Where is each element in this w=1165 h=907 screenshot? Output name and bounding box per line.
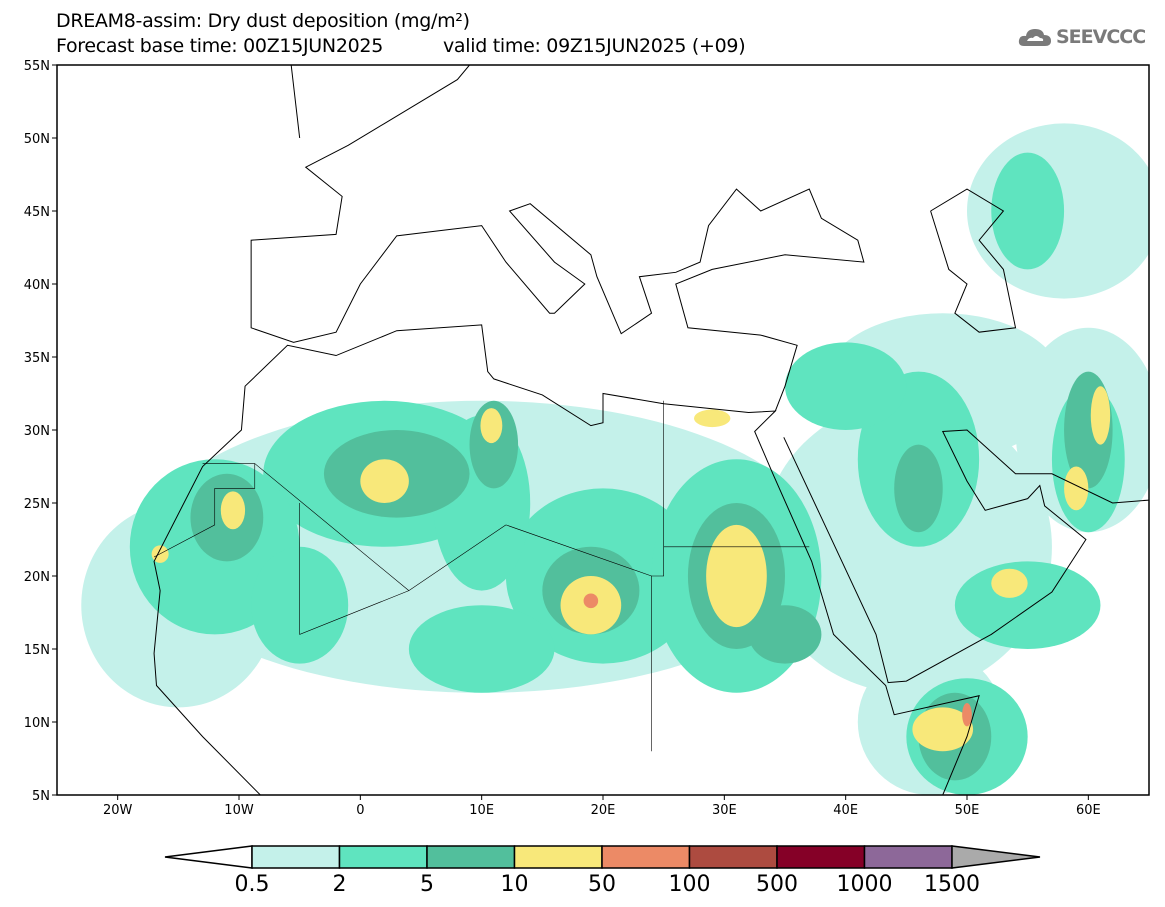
dust-region-level-2 — [954, 561, 1101, 649]
lat-label: 40N — [24, 278, 50, 293]
lat-label: 45N — [24, 205, 50, 220]
colorbar-box — [601, 845, 691, 869]
dust-region-level-4 — [1064, 466, 1089, 511]
time-info: Forecast base time: 00Z15JUN2025 valid ti… — [56, 35, 746, 57]
dust-region-level-4 — [991, 568, 1028, 598]
dust-region-level-5 — [962, 703, 972, 727]
colorbar-over-arrow — [951, 845, 1041, 869]
base-time: Forecast base time: 00Z15JUN2025 — [56, 35, 383, 57]
dust-region-level-2 — [991, 152, 1065, 270]
dust-region-level-2 — [785, 342, 907, 431]
colorbar-box — [776, 845, 866, 869]
colorbar-box — [338, 845, 428, 869]
logo-text: SEEVCCC — [1056, 26, 1146, 48]
lat-label: 55N — [24, 59, 50, 74]
colorbar-label: 100 — [669, 872, 711, 897]
valid-time: valid time: 09Z15JUN2025 (+09) — [442, 35, 746, 57]
dust-region-level-4 — [360, 459, 409, 503]
cloud-icon — [1018, 29, 1051, 46]
colorbar-under-arrow — [164, 845, 253, 869]
dust-region-level-4 — [912, 707, 974, 752]
lon-label: 10W — [224, 803, 254, 818]
lat-label: 15N — [24, 643, 50, 658]
lon-label: 20E — [591, 803, 616, 818]
colorbar-label: 0.5 — [235, 872, 270, 897]
coastline-layer — [153, 65, 1149, 795]
dust-region-level-2 — [408, 605, 555, 693]
lon-label: 10E — [469, 803, 494, 818]
country-border — [299, 503, 507, 635]
coastline — [250, 65, 865, 412]
colorbar-label: 50 — [588, 872, 616, 897]
colorbar-label: 1000 — [837, 872, 893, 897]
dust-region-level-3 — [894, 444, 943, 533]
colorbar: 0.5 2 5 10 50 100 500 1000 1500 — [164, 845, 1041, 897]
coastline — [783, 429, 1149, 684]
coastline — [930, 188, 1017, 333]
dust-region-level-4 — [694, 409, 731, 428]
axis-labels: 5N 10N 15N 20N 25N 30N 35N 40N 45N 50N 55N 20W 10W 0 1… — [24, 59, 1101, 818]
colorbar-box — [251, 845, 341, 869]
colorbar-label: 2 — [333, 872, 347, 897]
lon-label: 20W — [103, 803, 133, 818]
dust-region-level-4 — [706, 524, 767, 628]
coastline — [290, 65, 324, 139]
dust-region-level-3 — [748, 605, 822, 664]
colorbar-box — [513, 845, 603, 869]
dust-field-layer — [81, 123, 1149, 795]
colorbar-box — [688, 845, 778, 869]
colorbar-label: 500 — [756, 872, 798, 897]
dust-region-level-5 — [583, 593, 599, 609]
lon-label: 0 — [356, 803, 364, 818]
map-title: DREAM8-assim: Dry dust deposition (mg/m²… — [56, 10, 470, 32]
lat-label: 35N — [24, 351, 50, 366]
lon-label: 40E — [833, 803, 858, 818]
coastline — [153, 324, 980, 795]
colorbar-label: 1500 — [924, 872, 980, 897]
lat-label: 25N — [24, 497, 50, 512]
lon-label: 30E — [712, 803, 737, 818]
dust-region-level-4 — [220, 491, 246, 530]
country-border — [651, 400, 664, 752]
lat-label: 5N — [32, 789, 50, 804]
lon-label: 60E — [1076, 803, 1101, 818]
lat-label: 50N — [24, 132, 50, 147]
colorbar-box — [426, 845, 516, 869]
country-border — [505, 524, 652, 577]
country-border — [153, 463, 256, 558]
lat-label: 10N — [24, 716, 50, 731]
colorbar-box — [863, 845, 953, 869]
colorbar-label: 5 — [420, 872, 434, 897]
colorbar-label: 10 — [501, 872, 529, 897]
lon-label: 50E — [955, 803, 980, 818]
seevccc-logo: SEEVCCC — [1018, 26, 1146, 48]
dust-region-level-4 — [1090, 386, 1111, 445]
country-border — [254, 463, 410, 591]
dust-region-level-4 — [480, 408, 503, 444]
lat-label: 30N — [24, 424, 50, 439]
lat-label: 20N — [24, 570, 50, 585]
